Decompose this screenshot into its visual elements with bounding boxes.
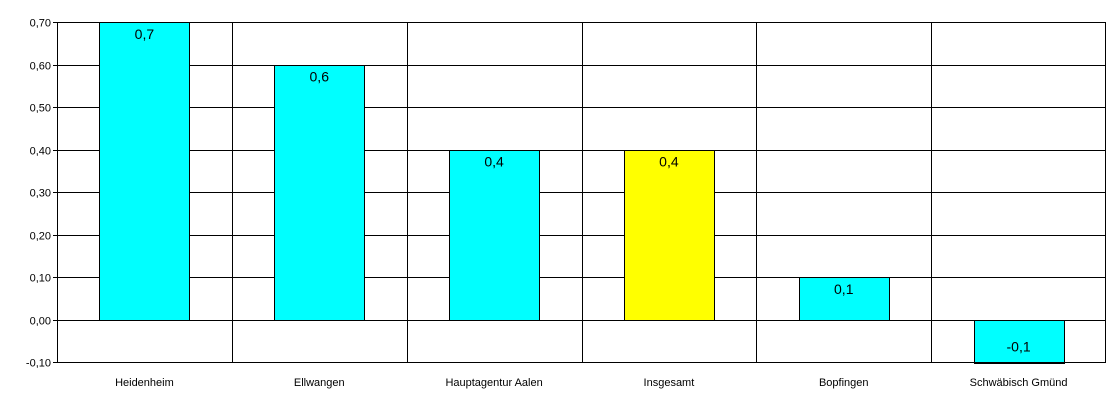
bar [624, 150, 715, 321]
y-tick-label: 0,10 [30, 273, 51, 285]
x-axis-category-labels: Heidenheim Ellwangen Hauptagentur Aalen Ins… [115, 377, 1067, 389]
bar [799, 277, 890, 321]
bar-data-label: 0,4 [659, 154, 679, 170]
y-tick-label: 0,50 [30, 103, 51, 115]
bar-data-label: 0,4 [484, 154, 504, 170]
y-tick-label: 0,40 [30, 146, 51, 158]
x-category-label: Hauptagentur Aalen [445, 377, 542, 389]
y-tick-label: 0,70 [30, 18, 51, 30]
x-category-label: Insgesamt [644, 377, 695, 389]
y-tick-label: 0,00 [30, 316, 51, 328]
x-category-label: Ellwangen [294, 377, 345, 389]
bar [449, 150, 540, 321]
x-category-label: Bopfingen [819, 377, 869, 389]
bar-data-label: 0,6 [310, 69, 330, 85]
y-tick-label: 0,60 [30, 61, 51, 73]
y-axis-tick-labels: 0,70 0,60 0,50 0,40 0,30 0,20 0,10 0,00 -0,10 [26, 18, 51, 370]
bar-data-label: 0,1 [834, 281, 854, 297]
x-category-label: Schwäbisch Gmünd [970, 377, 1068, 389]
y-tick-label: 0,20 [30, 231, 51, 243]
x-category-label: Heidenheim [115, 377, 174, 389]
plot-frame [57, 22, 1106, 363]
bar-data-label: 0,7 [135, 26, 155, 42]
chart-bars [99, 22, 1065, 364]
bar-data-labels: 0,7 0,6 0,4 0,4 0,1 -0,1 [135, 26, 1031, 355]
bar [274, 65, 365, 321]
y-tick-label: 0,30 [30, 188, 51, 200]
y-tick-label: -0,10 [26, 358, 51, 370]
bar-data-label: -0,1 [1007, 339, 1031, 355]
bar [974, 320, 1065, 364]
chart-grid [53, 22, 1106, 363]
bar [99, 22, 190, 321]
